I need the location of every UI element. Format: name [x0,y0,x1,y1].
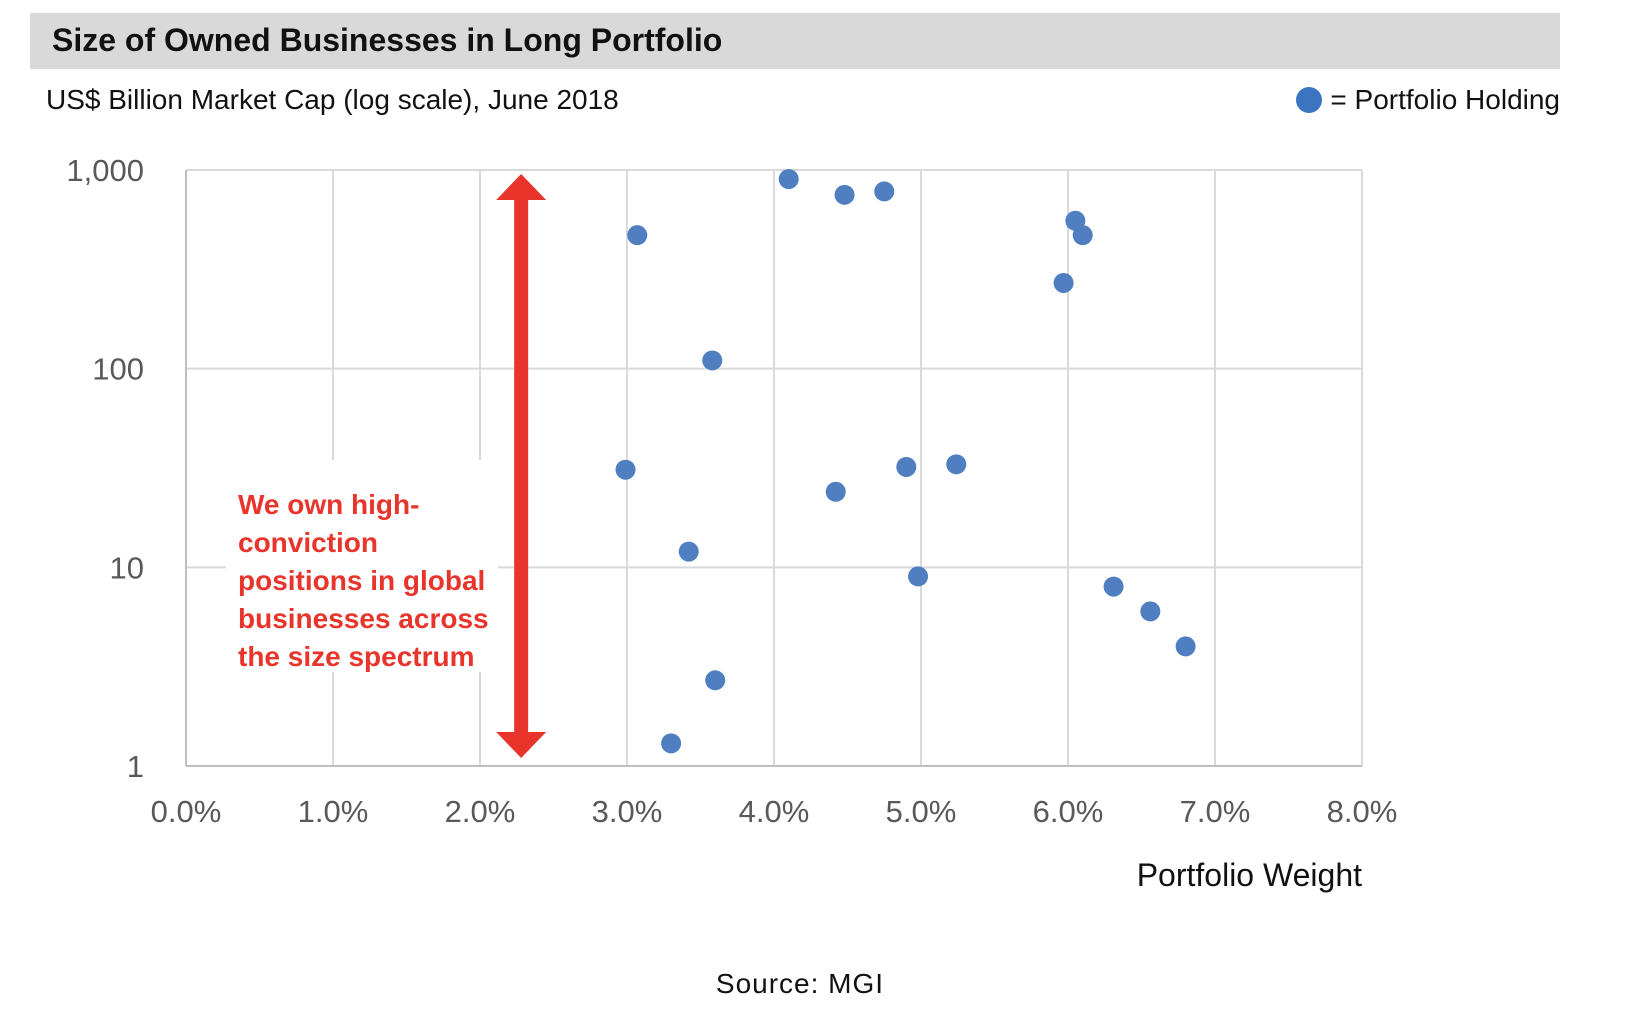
x-axis-label: Portfolio Weight [1137,857,1362,893]
x-tick-label: 0.0% [151,794,222,829]
x-tick-label: 1.0% [298,794,369,829]
data-point [946,454,967,475]
annotation-line: conviction [238,527,378,558]
data-point [896,456,917,477]
x-tick-label: 3.0% [592,794,663,829]
data-point [834,184,855,205]
chart-title: Size of Owned Businesses in Long Portfol… [52,22,723,58]
x-tick-label: 4.0% [739,794,810,829]
legend-dot-icon [1296,87,1323,113]
annotation-backdrop [226,460,498,672]
data-point [1103,576,1124,597]
data-point [678,541,699,562]
y-tick-label: 1,000 [66,153,144,188]
source-note: Source: MGI [715,968,885,999]
y-tick-label: 100 [92,352,144,387]
data-point [778,169,799,190]
x-tick-label: 8.0% [1327,794,1398,829]
y-tick-label: 1 [127,749,144,784]
y-tick-label: 10 [110,550,144,585]
annotation-line: the size spectrum [238,641,475,672]
data-point [661,733,682,754]
data-point [874,181,895,202]
data-point [1175,636,1196,657]
annotation-line: positions in global [238,565,485,596]
data-point [702,350,723,371]
double-arrow-icon [496,174,547,758]
title-bar: Size of Owned Businesses in Long Portfol… [30,13,1560,69]
x-tick-label: 5.0% [886,794,957,829]
data-point [825,481,846,502]
data-point [1072,225,1093,246]
annotation-line: businesses across [238,603,489,634]
data-point [615,459,636,480]
x-tick-label: 2.0% [445,794,516,829]
chart-subtitle: US$ Billion Market Cap (log scale), June… [46,84,619,115]
legend: = Portfolio Holding [1296,84,1560,116]
annotation-line: We own high- [238,489,419,520]
data-point [908,566,929,587]
data-point [627,225,648,246]
x-tick-label: 6.0% [1033,794,1104,829]
data-point [1140,601,1161,622]
legend-label: = Portfolio Holding [1330,84,1560,115]
x-tick-label: 7.0% [1180,794,1251,829]
data-point [1053,272,1074,293]
data-point [705,670,726,691]
